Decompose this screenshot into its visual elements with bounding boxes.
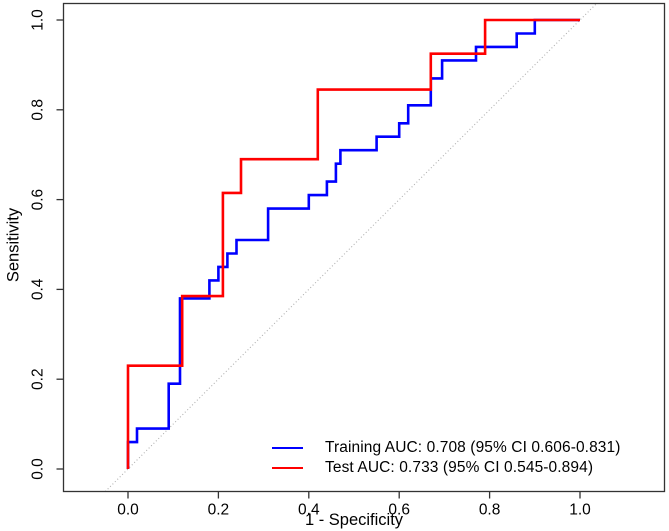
x-tick-label: 0.0: [117, 502, 139, 519]
legend-row-test: Test AUC: 0.733 (95% CI 0.545-0.894): [272, 458, 621, 478]
y-axis-title: Sensitivity: [4, 207, 23, 283]
plot-border: [62, 2, 666, 493]
chance-diagonal: [104, 3, 597, 492]
test-legend-line-icon: [272, 467, 303, 469]
x-tick-label: 0.4: [298, 502, 320, 519]
training-legend-line-icon: [272, 447, 303, 449]
x-tick-label: 0.8: [479, 502, 501, 519]
y-tick-label: 0.6: [30, 189, 47, 211]
y-tick-label: 1.0: [30, 9, 47, 31]
y-tick-label: 0.4: [30, 278, 47, 300]
y-tick-label: 0.0: [30, 458, 47, 480]
test-legend-label: Test AUC: 0.733 (95% CI 0.545-0.894): [325, 459, 594, 476]
test-roc-curve: [126, 18, 580, 469]
training-roc-curve: [126, 18, 580, 469]
x-tick-label: 1.0: [569, 502, 591, 519]
x-axis-title: 1 - Specificity: [304, 511, 404, 529]
legend-row-training: Training AUC: 0.708 (95% CI 0.606-0.831): [272, 438, 621, 458]
x-tick-label: 0.2: [208, 502, 230, 519]
x-tick-label: 0.6: [388, 502, 410, 519]
y-tick-label: 0.2: [30, 368, 47, 390]
y-tick-label: 0.8: [30, 99, 47, 121]
training-legend-label: Training AUC: 0.708 (95% CI 0.606-0.831): [325, 439, 621, 456]
legend: Training AUC: 0.708 (95% CI 0.606-0.831)…: [272, 438, 621, 478]
